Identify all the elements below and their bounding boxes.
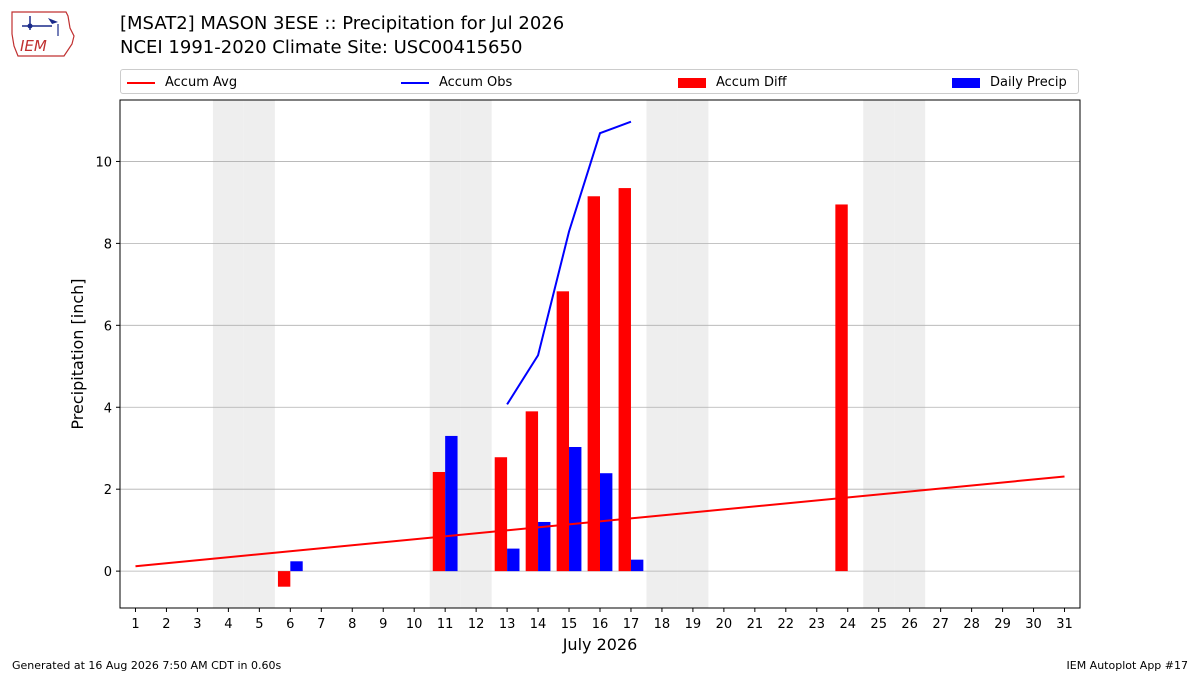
legend-item-accum-diff: Accum Diff [678, 70, 787, 95]
legend-item-accum-avg: Accum Avg [127, 70, 237, 95]
x-tick-label-5: 5 [255, 617, 263, 632]
legend-label-accum-diff: Accum Diff [716, 75, 787, 90]
x-tick-label-18: 18 [654, 617, 671, 632]
y-tick-label-4: 4 [104, 401, 112, 416]
x-axis-ticks: 1 2 3 4 5 6 7 8 9 10 11 12 13 14 15 16 17 18 19 20 21 22 23 24 2… [131, 608, 1073, 632]
x-tick-label-2: 2 [162, 617, 170, 632]
x-tick-label-15: 15 [561, 617, 578, 632]
legend-swatch-accum-diff [678, 77, 706, 88]
daily-precip-bar-14 [538, 521, 551, 572]
daily-precip-bar-15 [569, 446, 582, 572]
weekend-band-5 [243, 100, 275, 608]
x-tick-label-29: 29 [994, 617, 1011, 632]
x-tick-label-3: 3 [193, 617, 201, 632]
y-tick-label-8: 8 [104, 237, 112, 252]
y-tick-label-10: 10 [95, 155, 112, 170]
x-tick-label-8: 8 [348, 617, 356, 632]
chart-legend: Accum Avg Accum Obs Accum Diff Daily Pre… [120, 69, 1079, 94]
legend-label-accum-obs: Accum Obs [439, 75, 513, 90]
x-tick-label-22: 22 [778, 617, 795, 632]
x-tick-label-28: 28 [963, 617, 980, 632]
x-tick-label-12: 12 [468, 617, 485, 632]
x-tick-label-27: 27 [932, 617, 949, 632]
x-tick-label-11: 11 [437, 617, 454, 632]
accum-diff-bar-17 [618, 188, 631, 572]
x-tick-label-4: 4 [224, 617, 232, 632]
daily-precip-bar-6 [290, 561, 303, 572]
daily-precip-bar-13 [507, 548, 520, 572]
series-lines [135, 120, 1065, 568]
legend-swatch-accum-obs [401, 81, 429, 84]
x-tick-label-31: 31 [1056, 617, 1073, 632]
x-tick-label-19: 19 [685, 617, 702, 632]
x-tick-label-20: 20 [716, 617, 733, 632]
x-tick-label-21: 21 [747, 617, 764, 632]
chart-title: [MSAT2] MASON 3ESE :: Precipitation for … [120, 13, 565, 34]
weekend-shading [212, 100, 926, 608]
legend-label-accum-avg: Accum Avg [165, 75, 238, 90]
y-tick-label-0: 0 [104, 565, 112, 580]
x-tick-label-23: 23 [809, 617, 826, 632]
x-tick-label-9: 9 [379, 617, 387, 632]
weekend-band-18 [646, 100, 678, 608]
accum-obs-line [506, 120, 632, 405]
x-tick-label-30: 30 [1025, 617, 1042, 632]
y-tick-label-6: 6 [104, 319, 112, 334]
accum-diff-bar-14 [525, 411, 539, 572]
accum-diff-bar-6 [277, 571, 291, 587]
daily-precip-bar-16 [600, 473, 613, 572]
weekend-band-12 [460, 100, 492, 608]
app-credit: IEM Autoplot App #17 [1066, 659, 1189, 672]
generated-timestamp: Generated at 16 Aug 2026 7:50 AM CDT in … [12, 659, 282, 672]
accum-diff-bar-24 [835, 204, 848, 572]
weekend-band-26 [894, 100, 926, 608]
x-tick-label-7: 7 [317, 617, 325, 632]
legend-item-accum-obs: Accum Obs [401, 70, 512, 95]
x-tick-label-10: 10 [406, 617, 423, 632]
accum-diff-bar-13 [494, 457, 508, 572]
x-tick-label-14: 14 [530, 617, 547, 632]
x-tick-label-16: 16 [592, 617, 609, 632]
x-tick-label-17: 17 [623, 617, 640, 632]
x-tick-label-24: 24 [839, 617, 856, 632]
accum-diff-bar-11 [432, 471, 446, 572]
x-tick-label-25: 25 [870, 617, 887, 632]
logo-text: IEM [20, 37, 47, 55]
y-axis-ticks: 0 2 4 6 8 10 [95, 155, 120, 580]
legend-item-daily-precip: Daily Precip [952, 70, 1067, 95]
accum-diff-bar-16 [587, 196, 600, 572]
accum-avg-line [135, 475, 1065, 568]
x-axis-label: July 2026 [562, 635, 638, 654]
accum-diff-bar-15 [556, 291, 570, 572]
x-tick-label-1: 1 [131, 617, 139, 632]
legend-label-daily-precip: Daily Precip [990, 75, 1067, 90]
legend-swatch-daily-precip [952, 77, 980, 88]
y-axis-label: Precipitation [inch] [68, 278, 87, 429]
x-tick-label-13: 13 [499, 617, 516, 632]
bars [277, 188, 848, 587]
y-tick-label-2: 2 [104, 483, 112, 498]
x-tick-label-6: 6 [286, 617, 294, 632]
chart-subtitle: NCEI 1991-2020 Climate Site: USC00415650 [120, 37, 523, 58]
weekend-band-25 [863, 100, 895, 608]
daily-precip-bar-17 [630, 559, 644, 572]
weekend-band-19 [677, 100, 709, 608]
legend-swatch-accum-avg [127, 81, 155, 84]
iem-logo: IEM [11, 11, 75, 57]
weekend-band-4 [212, 100, 244, 608]
daily-precip-bar-11 [445, 435, 458, 572]
x-tick-label-26: 26 [901, 617, 918, 632]
